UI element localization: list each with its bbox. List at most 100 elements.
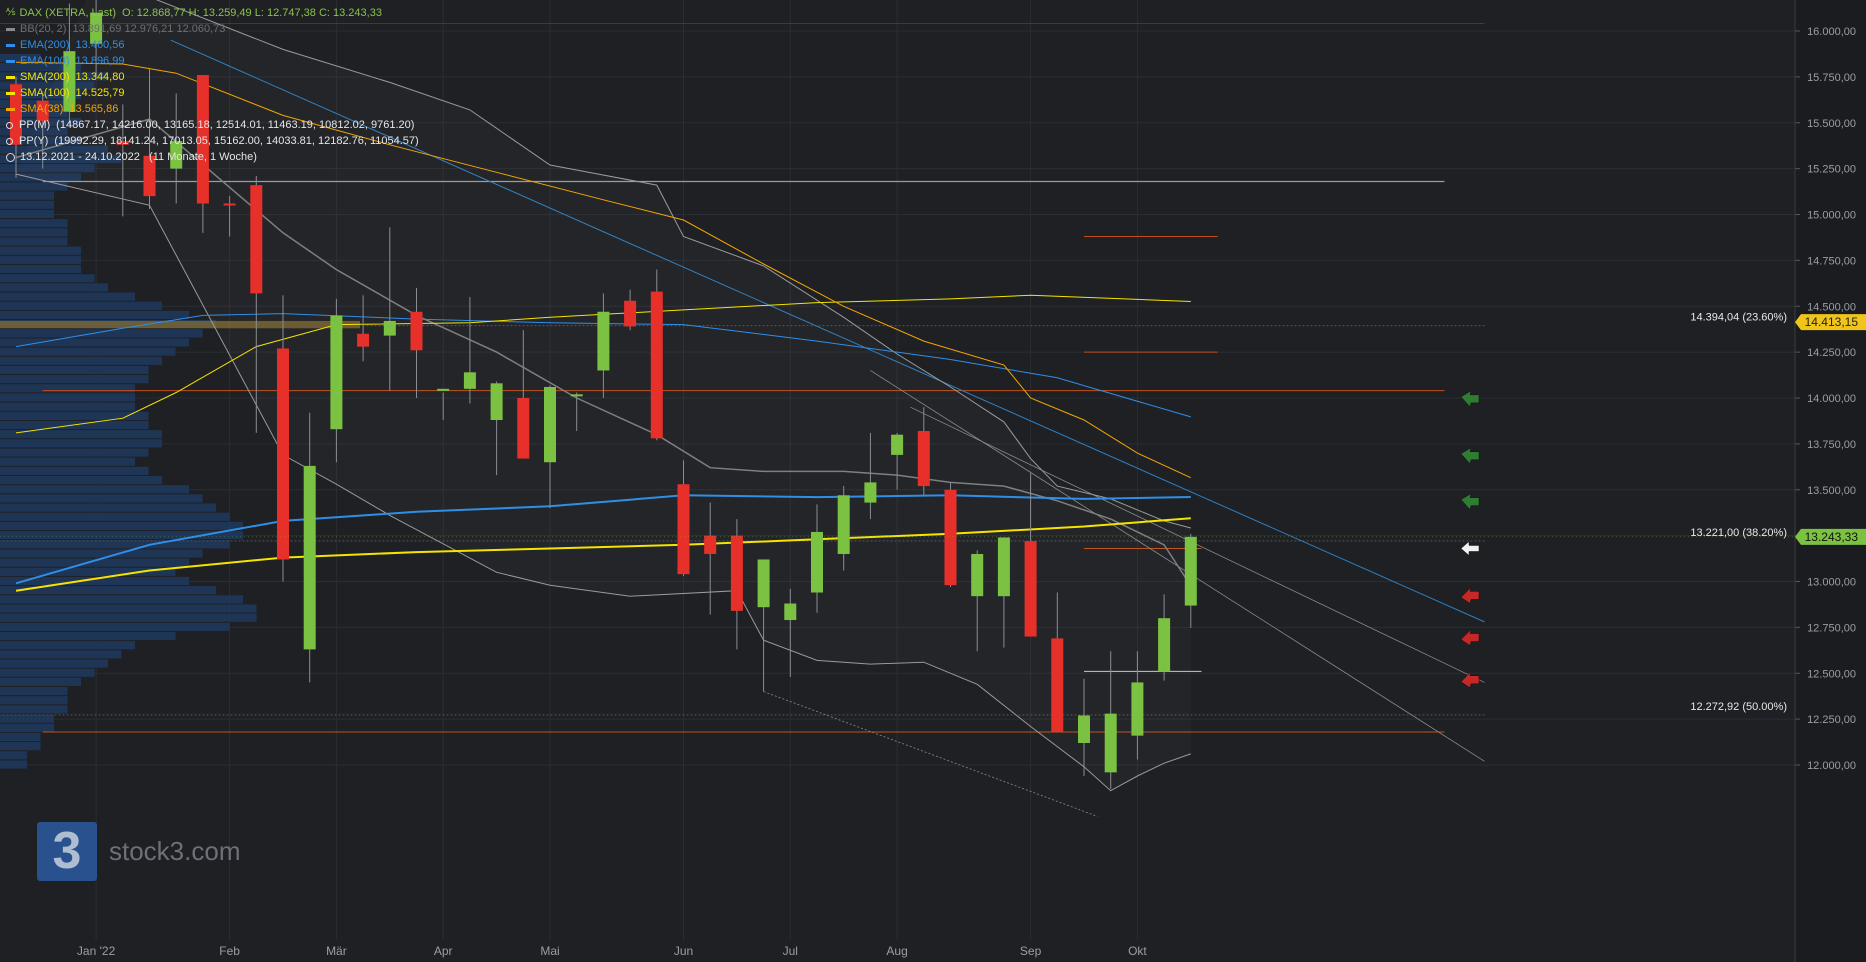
- x-tick-label: Jul: [783, 944, 798, 958]
- candle-down: [410, 311, 423, 351]
- volume-profile-bar: [0, 439, 162, 448]
- candle-up: [597, 311, 610, 371]
- price-tag-label: 13.243,33: [1805, 530, 1859, 544]
- y-tick-label: 14.750,00: [1807, 255, 1856, 267]
- price-tag-label: 14.413,15: [1805, 315, 1859, 329]
- volume-profile-bar: [0, 503, 216, 512]
- candle-up: [90, 12, 103, 44]
- candle-up: [864, 482, 877, 503]
- candle-up: [891, 434, 904, 455]
- legend-range[interactable]: 13.12.2021 - 24.10.2022 (11 Monate, 1 Wo…: [6, 149, 419, 165]
- candle-down: [944, 489, 957, 586]
- volume-profile-bar: [0, 274, 95, 283]
- ema100-name: EMA(100): [20, 55, 70, 67]
- chart-legend: ⅍ DAX (XETRA, Last) O: 12.868,77 H: 13.2…: [6, 5, 419, 165]
- volume-profile-bar: [0, 687, 68, 696]
- volume-profile-bar: [0, 631, 176, 641]
- signal-arrow-down-icon: [1460, 670, 1480, 689]
- symbol-ohlc: O: 12.868,77 H: 13.259,49 L: 12.747,38 C…: [122, 7, 382, 19]
- candle-down: [250, 185, 263, 294]
- volume-profile-bar: [0, 641, 135, 650]
- volume-profile-bar: [0, 136, 81, 145]
- symbol-name[interactable]: DAX (XETRA, Last): [19, 7, 117, 19]
- legend-symbol-row: ⅍ DAX (XETRA, Last) O: 12.868,77 H: 13.2…: [6, 5, 419, 21]
- sma38-name: SMA(38): [20, 103, 64, 115]
- x-tick-label: Jun: [674, 944, 693, 958]
- candle-up: [170, 141, 183, 169]
- volume-profile-bar: [0, 604, 257, 613]
- legend-indicator-bb[interactable]: BB(20, 2) 13.891,69 12.976,21 12.060,73: [6, 21, 419, 37]
- sma100-swatch: [6, 91, 15, 95]
- candle-down: [36, 100, 49, 121]
- bollinger-upper-line: [155, 0, 1191, 529]
- candle-down: [10, 84, 22, 145]
- candle-down: [1051, 638, 1064, 732]
- volume-profile-bar: [0, 402, 135, 411]
- candle-down: [277, 348, 289, 560]
- ma-line-sma38: [15, 61, 1192, 479]
- volume-profile-bar: [0, 512, 230, 521]
- volume-profile-bar: [0, 329, 203, 338]
- candle-up: [971, 553, 984, 597]
- candle-down: [143, 155, 156, 197]
- candle-up: [757, 559, 770, 608]
- trend-line: [763, 691, 1098, 817]
- candle-up: [330, 315, 343, 430]
- x-tick-label: Apr: [434, 944, 453, 958]
- volume-profile-bar: [0, 622, 230, 631]
- volume-profile-bar: [0, 457, 135, 466]
- legend-indicator-ema200[interactable]: EMA(200) 13.460,56: [6, 37, 419, 53]
- stock3-logo: 3: [37, 822, 97, 881]
- volume-poc-highlight: [0, 320, 360, 329]
- y-tick-label: 12.250,00: [1807, 714, 1856, 726]
- sma38-values: 13.565,86: [69, 103, 119, 115]
- x-tick-label: Mär: [326, 944, 347, 958]
- volume-profile-bar: [0, 191, 54, 200]
- volume-profile-bar: [0, 668, 95, 677]
- volume-profile-bar: [0, 283, 108, 292]
- y-tick-label: 15.250,00: [1807, 164, 1856, 176]
- candle-up: [1131, 682, 1144, 736]
- legend-indicator-ema100[interactable]: EMA(100) 13.896,99: [6, 53, 419, 69]
- legend-pivot-yearly[interactable]: PP(Y) (19992.29, 18141.24, 17013.05, 151…: [6, 133, 419, 149]
- legend-indicator-sma200[interactable]: SMA(200) 13.344,80: [6, 69, 419, 85]
- chart-type-icon[interactable]: ⅍: [6, 7, 16, 18]
- candle-down: [116, 141, 129, 145]
- volume-profile-bar: [0, 246, 81, 255]
- target-icon: [6, 121, 13, 129]
- x-tick-label: Jan '22: [77, 944, 116, 958]
- legend-pivot-monthly[interactable]: PP(M) (14867.17, 14216.00, 13165.18, 125…: [6, 117, 419, 133]
- sma200-name: SMA(200): [20, 71, 70, 83]
- fibonacci-label: 13.221,00 (38.20%): [1690, 527, 1787, 539]
- volume-profile-bar: [0, 118, 81, 127]
- fibonacci-label: 14.394,04 (23.60%): [1690, 312, 1787, 324]
- volume-profile-bar: [0, 751, 27, 760]
- price-tag-badge: [1795, 528, 1866, 545]
- candle-down: [704, 535, 717, 554]
- bb-values: 13.891,69 12.976,21 12.060,73: [72, 23, 226, 35]
- volume-profile-bar: [0, 466, 149, 475]
- sma200-swatch: [6, 75, 15, 79]
- signal-arrow-down-icon: [1460, 628, 1480, 646]
- volume-profile-bar: [0, 595, 243, 604]
- volume-profile-bar: [0, 301, 162, 310]
- volume-profile-bar: [0, 393, 135, 402]
- volume-profile-bar: [0, 53, 41, 63]
- volume-profile-bar: [0, 173, 81, 182]
- legend-indicator-sma38[interactable]: SMA(38) 13.565,86: [6, 101, 419, 117]
- sma38-swatch: [6, 107, 15, 111]
- volume-profile-bar: [0, 145, 108, 154]
- volume-profile-bar: [0, 264, 81, 274]
- price-tag-badge: [1795, 314, 1866, 331]
- sma200-values: 13.344,80: [75, 71, 125, 83]
- candle-up: [997, 537, 1010, 597]
- volume-profile-bar: [0, 209, 54, 219]
- volume-profile-bar: [0, 531, 243, 540]
- legend-indicator-sma100[interactable]: SMA(100) 14.525,79: [6, 85, 419, 101]
- candle-up: [784, 603, 797, 621]
- volume-profile-bar: [0, 448, 149, 457]
- volume-profile-bar: [0, 63, 81, 72]
- volume-profile-bar: [0, 292, 135, 301]
- volume-profile-bar: [0, 521, 243, 531]
